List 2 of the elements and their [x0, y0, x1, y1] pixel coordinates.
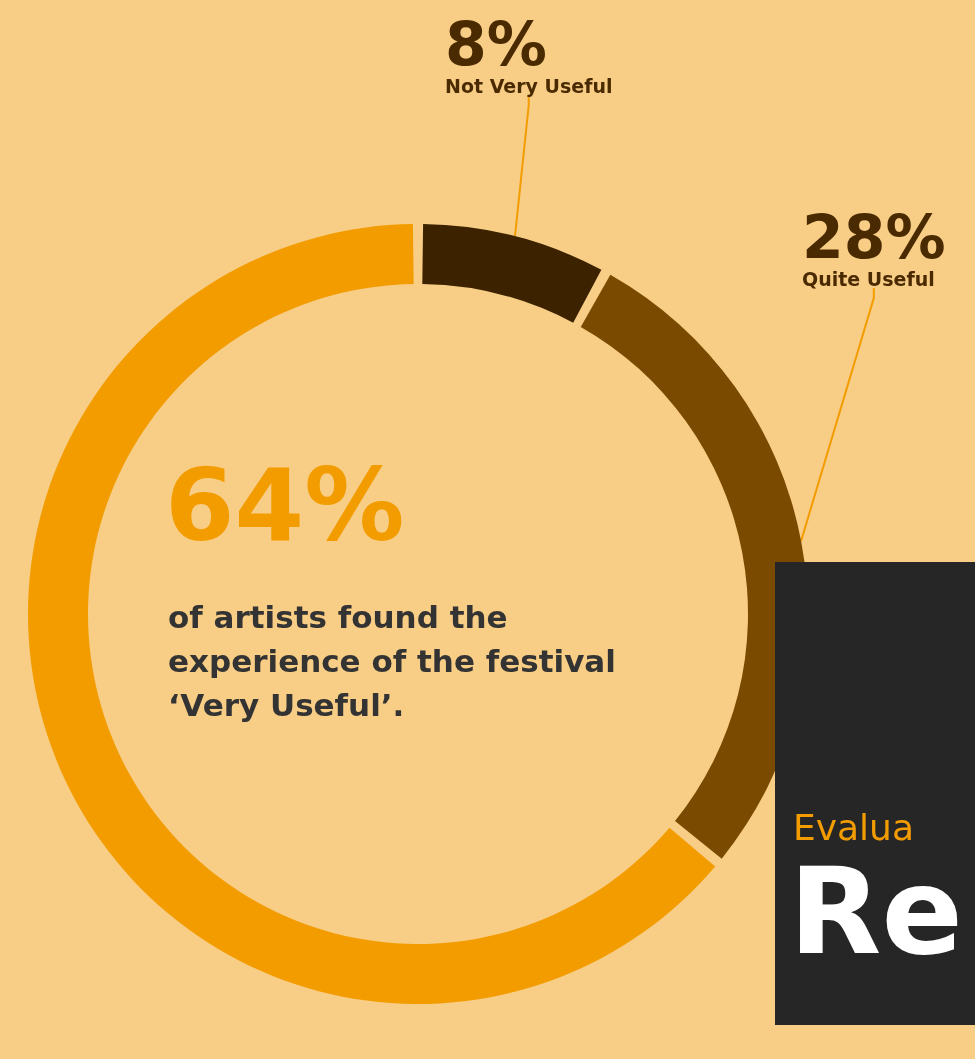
text: of artists found the experience of the festival ‘Very Useful’. [168, 599, 627, 723]
data-label: 64% [165, 446, 405, 564]
